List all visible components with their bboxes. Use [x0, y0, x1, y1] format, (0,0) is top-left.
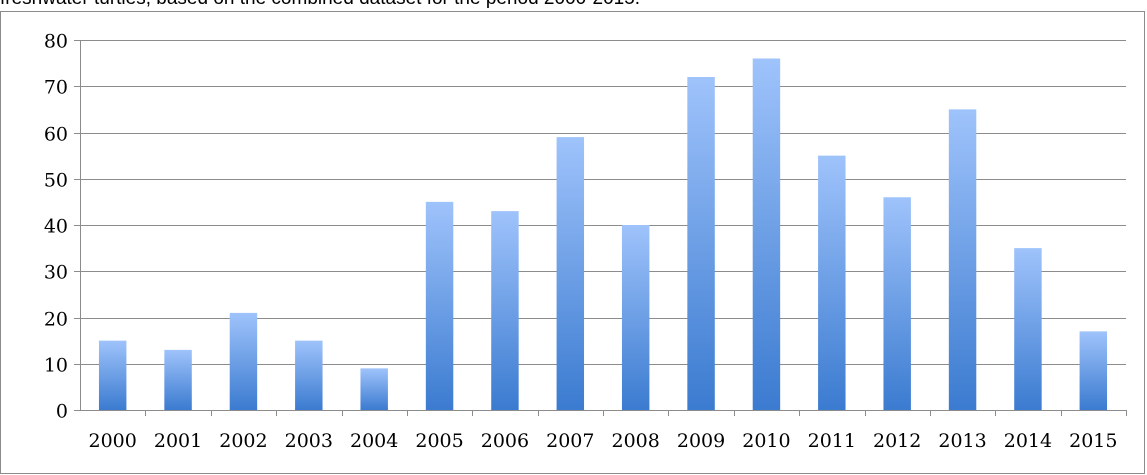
- y-tick-label: 0: [56, 401, 68, 423]
- x-tick-label: 2008: [612, 430, 660, 452]
- figure-caption: freshwater turtles, based on the combine…: [0, 0, 640, 10]
- bar-2004: [360, 368, 388, 410]
- bar-2008: [621, 225, 650, 410]
- x-tick-label: 2003: [285, 430, 333, 452]
- y-tick-label: 70: [44, 77, 68, 99]
- x-tick-label: 2000: [89, 430, 137, 452]
- bar-2013: [948, 109, 977, 410]
- x-tick-label: 2002: [219, 430, 267, 452]
- x-tick-label: 2006: [481, 430, 529, 452]
- y-tick-label: 20: [44, 309, 68, 331]
- x-tick-label: 2009: [677, 430, 725, 452]
- x-tick-label: 2014: [1004, 430, 1052, 452]
- bar-2001: [164, 349, 192, 410]
- bar-2014: [1014, 248, 1042, 410]
- y-tick-label: 50: [44, 170, 68, 192]
- bar-2003: [295, 340, 323, 410]
- x-tick-label: 2013: [938, 430, 986, 452]
- x-tick-label: 2012: [873, 430, 921, 452]
- x-tick-label: 2011: [808, 430, 856, 452]
- x-tick-label: 2015: [1069, 430, 1117, 452]
- bar-2011: [818, 155, 846, 410]
- bar-2007: [556, 137, 585, 410]
- bar-2002: [229, 312, 258, 410]
- x-tick-label: 2004: [350, 430, 398, 452]
- bar-2012: [883, 197, 911, 410]
- bar-2000: [98, 340, 127, 410]
- x-tick-label: 2005: [415, 430, 463, 452]
- bars: [98, 58, 1108, 410]
- x-tick-label: 2007: [546, 430, 594, 452]
- tick-labels: 0 10 20 30 40 50 60 70 80 2000 2001 2002 2003 2004 200…: [44, 31, 1118, 453]
- bar-2015: [1079, 331, 1108, 410]
- bar-2006: [491, 211, 519, 410]
- y-tick-label: 80: [44, 31, 68, 53]
- bar-2009: [687, 77, 715, 410]
- y-tick-label: 60: [44, 124, 68, 146]
- bar-2010: [752, 58, 781, 410]
- y-tick-label: 10: [44, 355, 68, 377]
- chart-frame: [0, 11, 1145, 474]
- y-tick-label: 40: [44, 216, 68, 238]
- y-tick-label: 30: [44, 262, 68, 284]
- bar-2005: [425, 201, 454, 410]
- axes: [74, 40, 1127, 416]
- x-tick-label: 2001: [154, 430, 202, 452]
- x-tick-label: 2010: [742, 430, 790, 452]
